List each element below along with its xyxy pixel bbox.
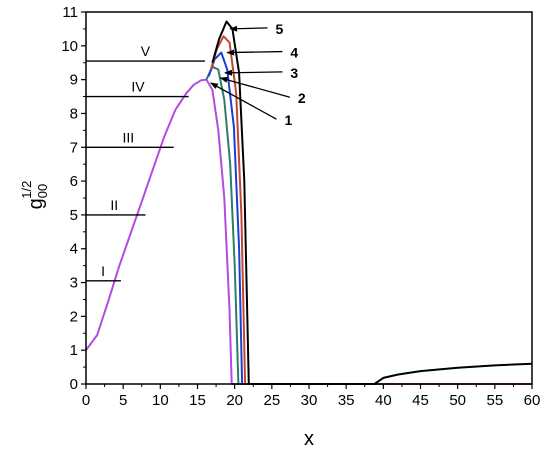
x-tick-label: 35 [338,392,355,409]
x-tick-label: 30 [301,392,318,409]
x-tick-label: 25 [263,392,280,409]
y-tick-label: 2 [70,308,78,325]
y-tick-label: 3 [70,275,78,292]
series-line-1 [85,78,532,385]
y-axis-title-sub: 00 [35,184,50,198]
arrow-label-2: 2 [298,90,306,106]
reference-label-II: II [110,197,118,213]
y-tick-label: 10 [61,38,78,55]
x-tick-label: 15 [189,392,206,409]
y-tick-label: 6 [70,173,78,190]
x-axis-title: x [304,428,314,450]
x-tick-label: 10 [152,392,169,409]
svg-text:g001/2: g001/2 [19,181,50,210]
arrow-3 [224,69,283,76]
series-layer [85,20,533,385]
x-tick-label: 60 [524,392,541,409]
y-tick-label: 5 [70,207,78,224]
y-axis-title-base: g [25,198,47,209]
x-tick-label: 0 [82,392,90,409]
reference-label-III: III [123,129,135,145]
arrow-5 [229,25,268,32]
x-tick-label: 20 [226,392,243,409]
y-tick-label: 9 [70,72,78,89]
y-tick-label: 7 [70,139,78,156]
x-tick-label: 50 [449,392,466,409]
reference-label-IV: IV [131,79,145,95]
arrow-4 [226,49,283,56]
arrow-labels-layer: 123 45 [210,21,306,128]
y-tick-label: 8 [70,105,78,122]
reference-label-V: V [141,43,151,59]
y-axis-title: g001/2 [19,181,50,210]
series-line-2 [205,65,532,385]
arrow-2 [219,76,291,98]
y-tick-label: 11 [62,4,78,21]
plot-frame [85,11,533,385]
y-tick-label: 4 [70,241,78,258]
series-line-5 [211,20,533,385]
arrow-1 [210,82,277,120]
y-axis-title-sup: 1/2 [19,181,34,199]
arrow-label-3: 3 [290,65,298,81]
x-tick-label: 40 [375,392,392,409]
arrow-label-1: 1 [284,112,292,128]
x-tick-label: 55 [486,392,503,409]
arrow-label-4: 4 [290,45,298,61]
arrow-label-5: 5 [276,21,284,37]
series-line-4 [209,35,532,385]
x-tick-label: 45 [412,392,429,409]
y-tick-label: 0 [70,376,78,393]
y-tick-label: 1 [70,342,78,359]
x-tick-label: 5 [119,392,127,409]
reference-label-I: I [101,263,105,279]
series-line-3 [207,51,532,385]
